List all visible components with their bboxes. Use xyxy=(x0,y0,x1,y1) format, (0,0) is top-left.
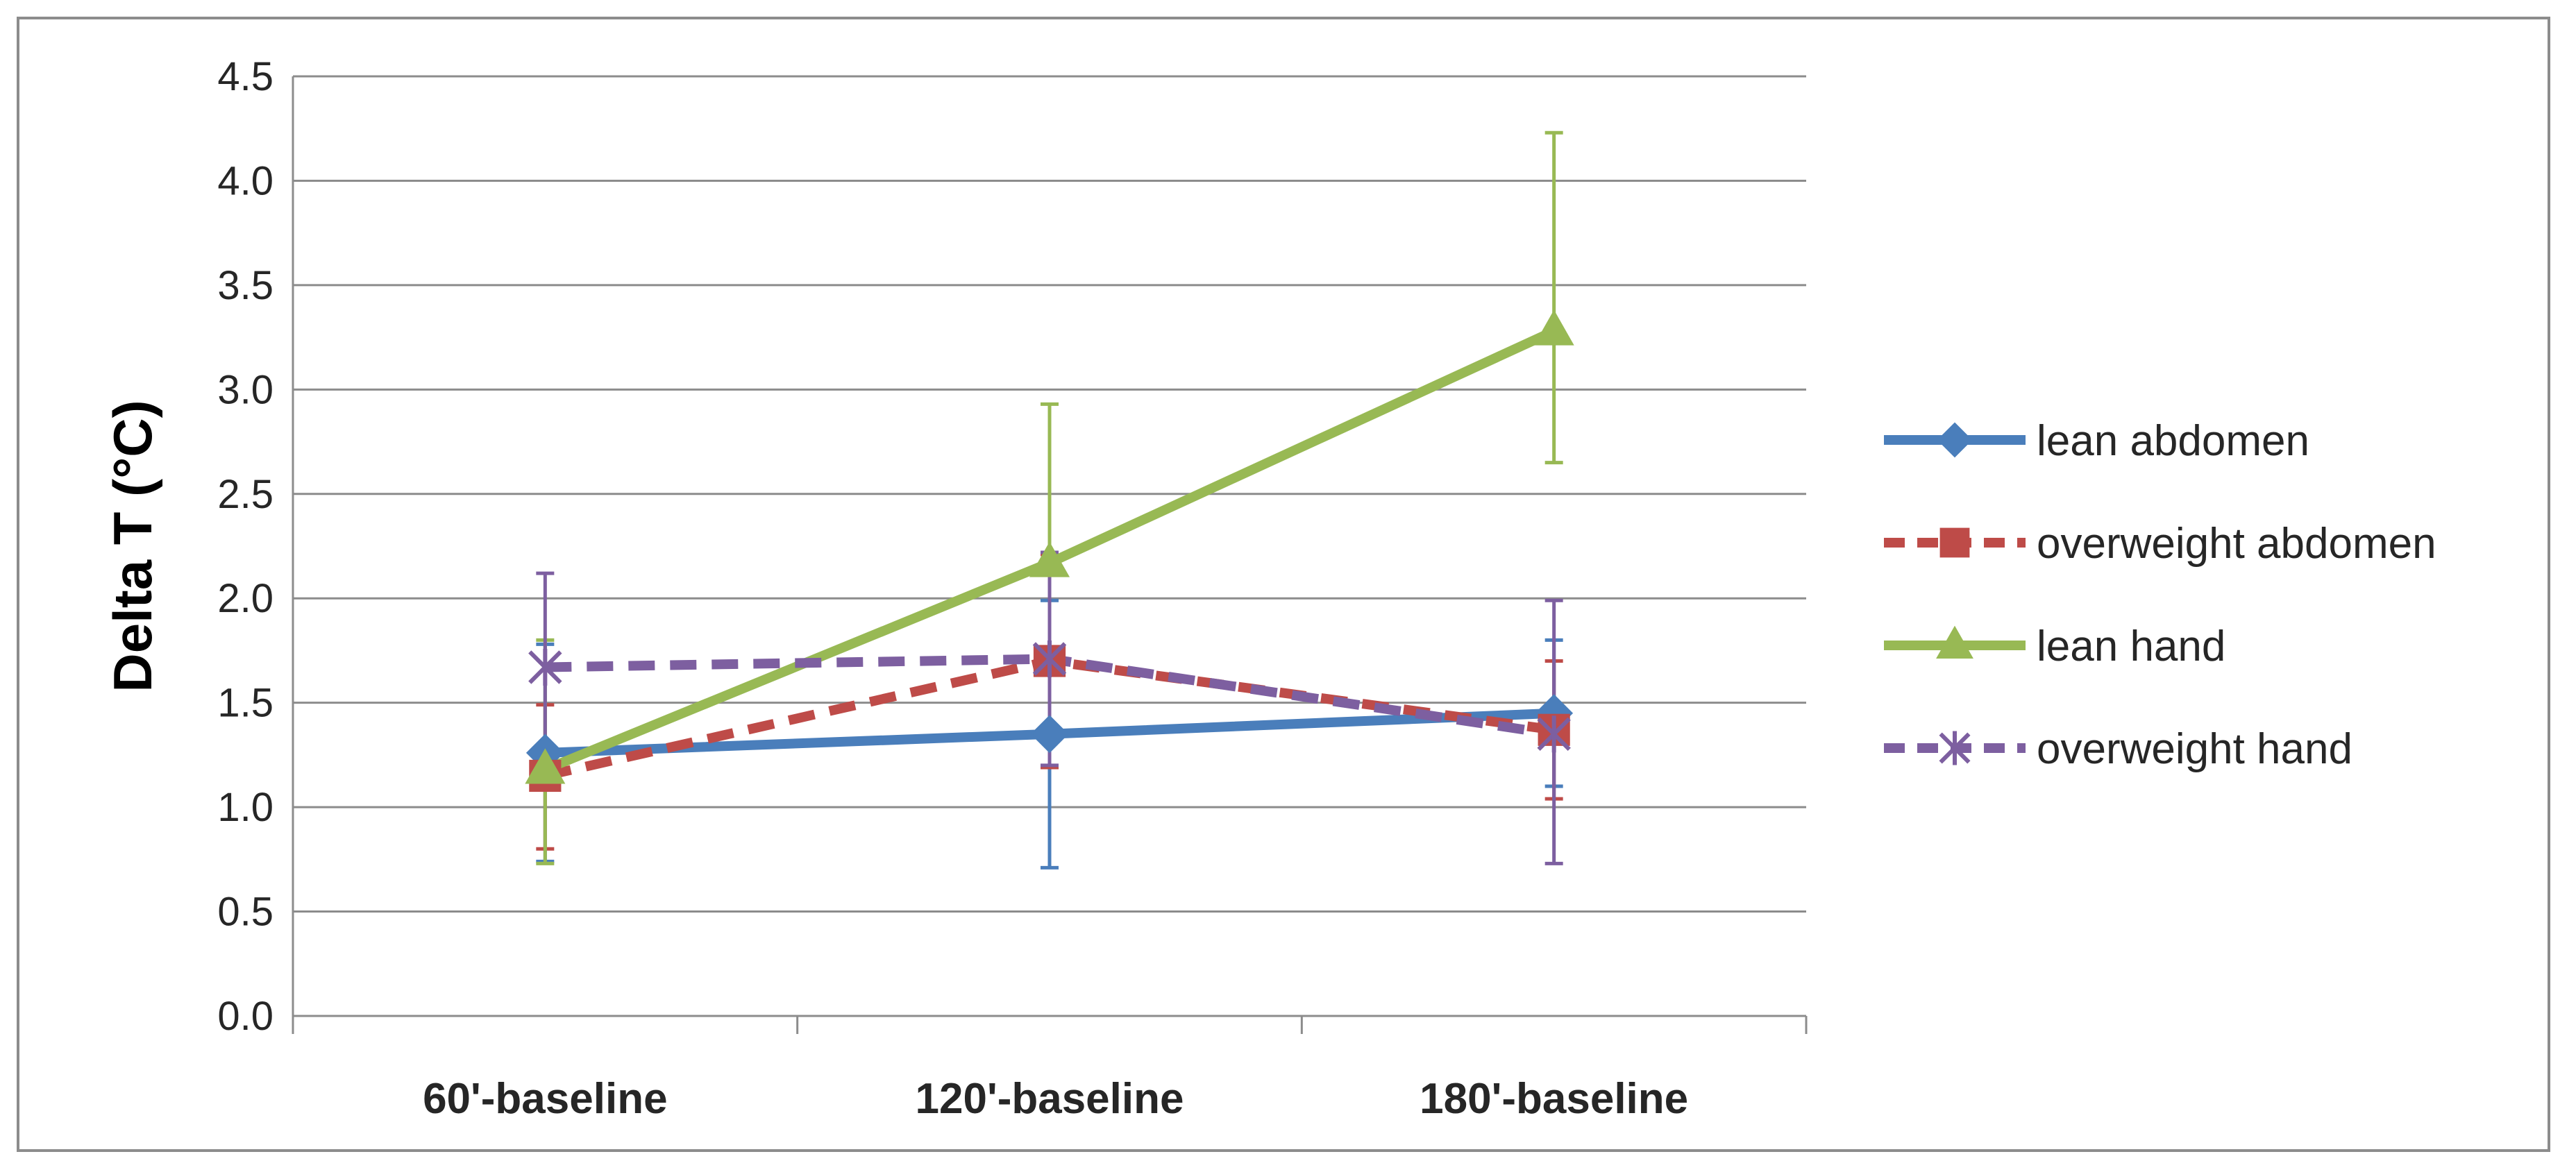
legend-label: overweight hand xyxy=(2037,725,2352,773)
legend-swatch-marker xyxy=(1936,625,1973,659)
y-tick-label: 2.0 xyxy=(217,576,273,621)
legend-label: overweight abdomen xyxy=(2037,520,2436,568)
data-point-lean-abdomen xyxy=(1030,715,1069,754)
data-point-lean-hand xyxy=(1029,541,1070,577)
y-tick-label: 4.0 xyxy=(217,158,273,203)
data-point-lean-hand xyxy=(525,748,566,784)
chart: 0.0 0.5 1.0 1.5 2.0 2.5 3.0 3.5 4.0 4.5 60'-basel… xyxy=(102,54,2436,1123)
error-bars xyxy=(536,130,1563,870)
y-tick-label: 1.5 xyxy=(217,681,273,726)
y-tick-label: 3.0 xyxy=(217,367,273,412)
legend-swatch-marker xyxy=(1937,422,1973,458)
y-tick-label: 0.0 xyxy=(217,994,273,1039)
legend-item-overweight-hand: overweight hand xyxy=(1884,725,2352,773)
x-category-labels: 60'-baseline 120'-baseline 180'-baseline xyxy=(423,1075,1688,1123)
y-tick-label: 4.5 xyxy=(217,54,273,99)
legend-item-lean-abdomen: lean abdomen xyxy=(1884,417,2309,465)
data-point-overweight-hand xyxy=(1032,640,1067,677)
y-tick-label: 0.5 xyxy=(217,890,273,935)
legend-label: lean hand xyxy=(2037,622,2225,670)
y-tick-labels: 0.0 0.5 1.0 1.5 2.0 2.5 3.0 3.5 4.0 4.5 xyxy=(217,54,273,1039)
data-point-lean-hand xyxy=(1533,310,1574,346)
legend: lean abdomen overweight abdomen lean hand o… xyxy=(1884,417,2436,773)
x-category-label: 60'-baseline xyxy=(423,1075,667,1123)
axes xyxy=(292,76,1808,1034)
data-point-overweight-hand xyxy=(528,648,562,686)
legend-item-lean-hand: lean hand xyxy=(1884,622,2225,670)
y-tick-label: 3.5 xyxy=(217,263,273,308)
chart-frame: 0.0 0.5 1.0 1.5 2.0 2.5 3.0 3.5 4.0 4.5 60'-basel… xyxy=(17,17,2550,1152)
legend-label: lean abdomen xyxy=(2037,417,2309,465)
x-category-label: 180'-baseline xyxy=(1420,1075,1688,1123)
legend-item-overweight-abdomen: overweight abdomen xyxy=(1884,520,2436,568)
y-tick-label: 2.5 xyxy=(217,472,273,517)
legend-swatch-marker xyxy=(1939,527,1970,558)
legend-swatch-marker xyxy=(1939,731,1971,765)
y-tick-label: 1.0 xyxy=(217,785,273,830)
y-axis-title: Delta T (°C) xyxy=(102,400,163,692)
error-bar-lean-hand xyxy=(1544,130,1563,465)
data-point-overweight-hand xyxy=(1537,715,1571,753)
x-category-label: 120'-baseline xyxy=(916,1075,1184,1123)
series-markers xyxy=(525,310,1574,792)
